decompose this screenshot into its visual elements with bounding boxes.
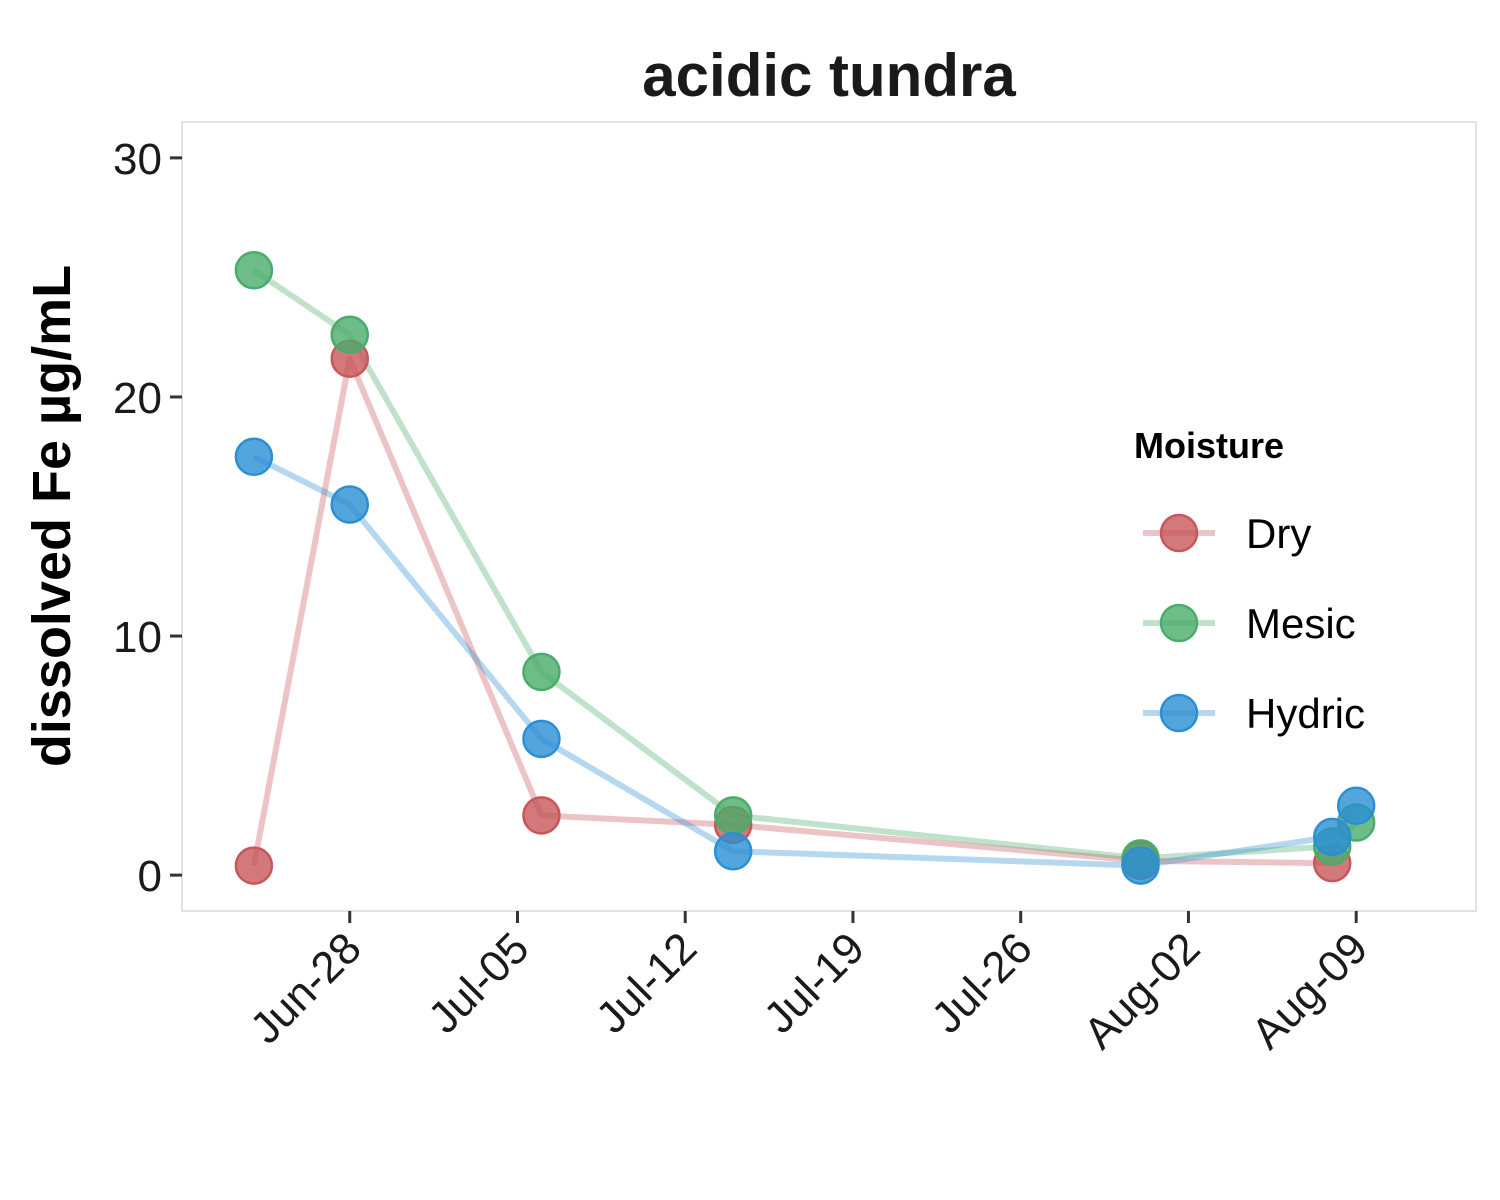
legend-key-point-mesic (1159, 603, 1199, 643)
legend: Moisture Dry Mesic Hydric (1134, 425, 1365, 737)
data-point-hydric (1121, 846, 1160, 885)
legend-label-hydric: Hydric (1246, 690, 1365, 737)
series-points (234, 250, 1376, 885)
data-point-hydric (330, 485, 369, 524)
series-line-dry (250, 355, 1333, 867)
y-tick-label: 10 (113, 613, 162, 662)
y-axis-label: dissolved Fe µg/mL (22, 265, 82, 767)
x-tick-label: Jul-26 (922, 923, 1041, 1042)
x-axis: Jun-28 Jul-05 Jul-12 Jul-19 Jul-26 Aug-02 Aug-… (241, 911, 1377, 1058)
data-point-hydric (522, 719, 561, 759)
data-point-hydric (1312, 817, 1352, 857)
legend-key-point-hydric (1159, 693, 1199, 733)
legend-key-point-dry (1159, 513, 1199, 553)
x-tick-label: Aug-09 (1242, 923, 1377, 1058)
plot-panel (181, 121, 1477, 912)
data-point-mesic (330, 315, 369, 355)
chart-title: acidic tundra (642, 42, 1016, 109)
legend-label-dry: Dry (1246, 510, 1311, 557)
data-point-dry (234, 846, 274, 885)
data-point-dry (522, 796, 561, 835)
data-point-hydric (1336, 786, 1376, 826)
y-tick-label: 0 (138, 852, 162, 901)
y-tick-label: 20 (113, 374, 162, 423)
x-tick-label: Jul-19 (755, 923, 874, 1042)
x-tick-label: Aug-02 (1075, 923, 1210, 1058)
legend-title: Moisture (1134, 425, 1284, 466)
data-point-mesic (522, 652, 561, 692)
x-tick-label: Jul-05 (419, 923, 538, 1042)
data-point-hydric (234, 437, 274, 476)
data-point-hydric (713, 831, 753, 871)
data-point-mesic (713, 796, 753, 835)
x-tick-label: Jul-12 (587, 923, 706, 1042)
y-axis: 0 10 20 30 (113, 135, 182, 901)
x-tick-label: Jun-28 (241, 923, 371, 1053)
y-tick-label: 30 (113, 135, 162, 184)
data-point-mesic (234, 250, 274, 290)
legend-label-mesic: Mesic (1246, 600, 1356, 647)
